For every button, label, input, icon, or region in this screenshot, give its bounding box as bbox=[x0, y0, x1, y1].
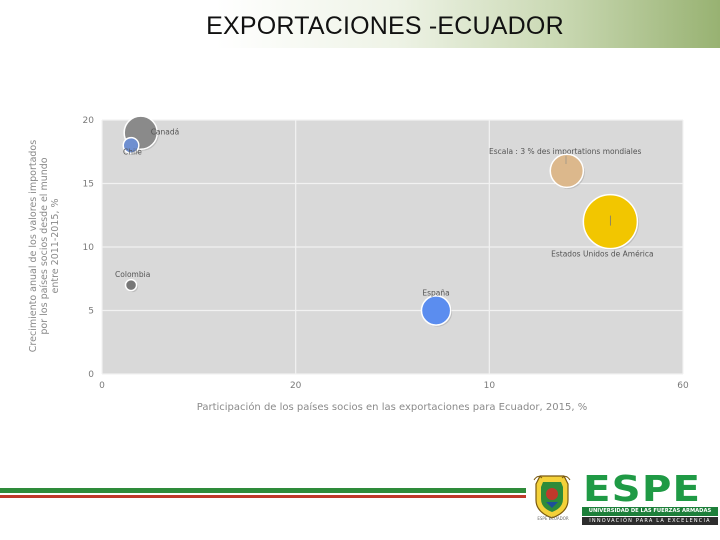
bubble-label: Chile bbox=[123, 147, 142, 156]
x-tick-label: 0 bbox=[99, 381, 105, 391]
emblem-caption: ESPE ECUADOR bbox=[537, 516, 569, 521]
y-axis-title-line-1: Crecimiento anual de los valores importa… bbox=[28, 140, 39, 352]
header-band bbox=[0, 0, 720, 48]
bubble-mark bbox=[124, 278, 138, 292]
bubble-label: Colombia bbox=[115, 270, 150, 279]
bubble-mark bbox=[549, 153, 585, 189]
bubble-mark bbox=[122, 136, 140, 154]
y-tick-label: 15 bbox=[83, 180, 94, 190]
espe-emblem-icon bbox=[533, 475, 571, 519]
axis-ticks: 0 20 10 60 0 5 10 15 20 bbox=[83, 116, 689, 391]
brand-name: ESPE bbox=[583, 469, 702, 510]
y-tick-label: 0 bbox=[88, 370, 94, 380]
footer-stripe-green bbox=[0, 488, 526, 493]
y-axis-title-line-3: entre 2011-2015, % bbox=[50, 199, 61, 294]
bubble-label: Canadá bbox=[151, 128, 180, 137]
bubble-point bbox=[549, 153, 585, 189]
y-axis-title-line-2: por los países socios desde el mundo bbox=[39, 157, 50, 334]
y-tick-label: 20 bbox=[83, 116, 95, 126]
bubble-point: Colombia bbox=[115, 270, 150, 293]
bubble-label: Estados Unidos de América bbox=[551, 250, 654, 259]
x-axis-title: Participación de los países socios en la… bbox=[197, 401, 587, 413]
y-tick-label: 10 bbox=[83, 243, 95, 253]
bubble-mark bbox=[420, 295, 452, 326]
bubbles: Canadá Chile Colombia España Estados Unidos … bbox=[115, 115, 654, 327]
x-tick-label: 60 bbox=[677, 381, 689, 391]
footer-stripe-white bbox=[0, 493, 526, 495]
bubble-label: España bbox=[422, 289, 449, 298]
footer-stripe-red bbox=[0, 495, 526, 498]
x-tick-label: 10 bbox=[484, 381, 496, 391]
bubble-point: España bbox=[420, 289, 453, 327]
y-tick-label: 5 bbox=[88, 307, 94, 317]
x-tick-label: 20 bbox=[290, 381, 302, 391]
slide-title: EXPORTACIONES -ECUADOR bbox=[206, 12, 564, 40]
y-axis-title: Crecimiento anual de los valores importa… bbox=[28, 140, 61, 352]
brand-motto: INNOVACIÓN PARA LA EXCELENCIA bbox=[582, 517, 718, 525]
brand-tagline: UNIVERSIDAD DE LAS FUERZAS ARMADAS bbox=[582, 507, 718, 516]
espe-logo: ESPE ECUADOR ESPE UNIVERSIDAD DE LAS FUE… bbox=[530, 469, 720, 526]
scale-note: Escala : 3 % des importations mondiales bbox=[489, 147, 641, 156]
bubble-point: Chile bbox=[122, 136, 142, 156]
gridlines bbox=[101, 119, 684, 375]
